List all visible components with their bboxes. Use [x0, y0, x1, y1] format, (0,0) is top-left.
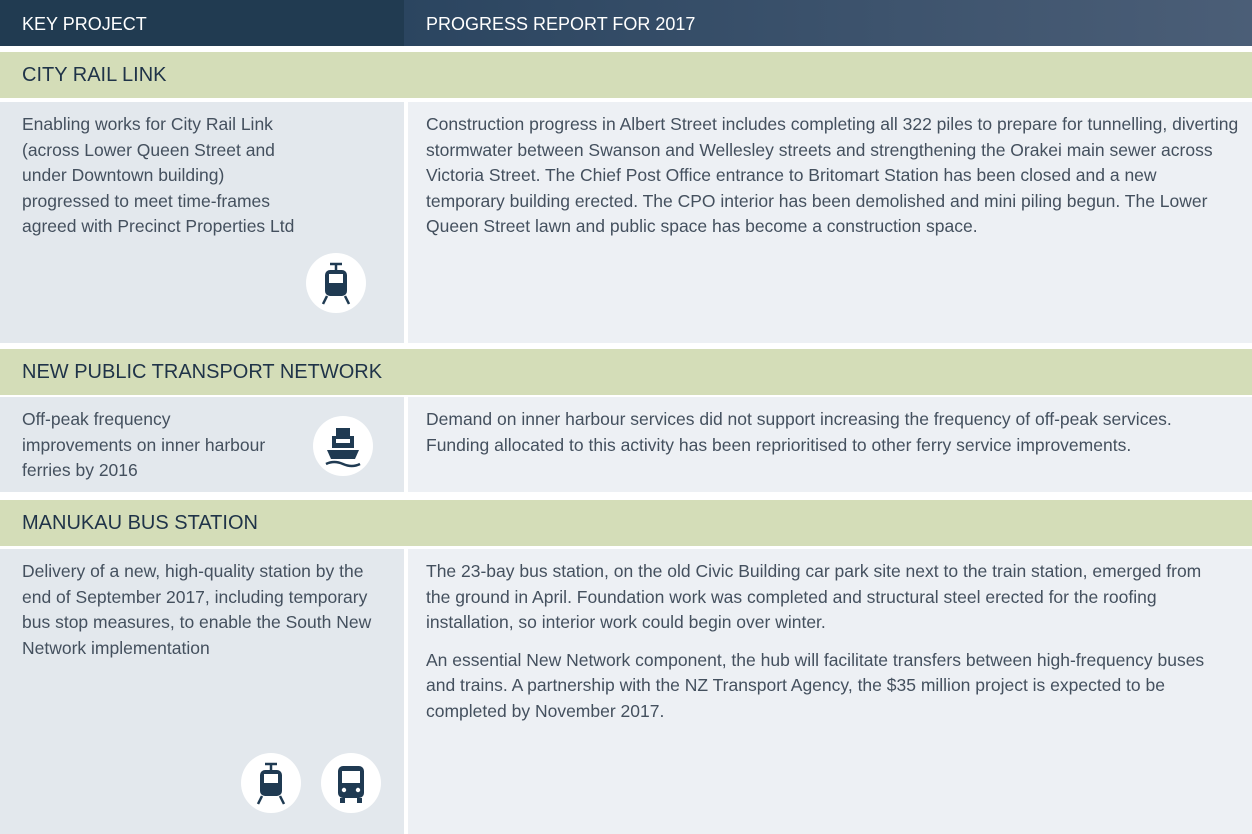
section-title: MANUKAU BUS STATION — [0, 500, 1252, 546]
project-cell: Enabling works for City Rail Link (acros… — [0, 102, 404, 343]
header-cell: KEY PROJECT — [0, 0, 404, 46]
ferry-icon — [313, 416, 373, 476]
tram-icon — [306, 253, 366, 313]
section-title: NEW PUBLIC TRANSPORT NETWORK — [0, 349, 1252, 395]
tram-icon — [241, 753, 301, 813]
section-title: CITY RAIL LINK — [0, 52, 1252, 98]
report-cell: The 23-bay bus station, on the old Civic… — [408, 549, 1252, 834]
report-text: An essential New Network component, the … — [426, 649, 1205, 721]
project-text: Off-peak frequency improvements on inner… — [22, 409, 266, 480]
project-text: Enabling works for City Rail Link (acros… — [22, 114, 295, 236]
project-text: Delivery of a new, high-quality station … — [22, 561, 372, 658]
bus-icon — [321, 753, 381, 813]
project-cell: Delivery of a new, high-quality station … — [0, 549, 404, 834]
header-cell: PROGRESS REPORT FOR 2017 — [404, 0, 1252, 46]
report-text: Demand on inner harbour services did not… — [426, 409, 1172, 455]
report-text: The 23-bay bus station, on the old Civic… — [426, 561, 1202, 632]
report-text: Construction progress in Albert Street i… — [426, 114, 1239, 236]
report-cell: Demand on inner harbour services did not… — [408, 397, 1252, 492]
report-cell: Construction progress in Albert Street i… — [408, 102, 1252, 343]
